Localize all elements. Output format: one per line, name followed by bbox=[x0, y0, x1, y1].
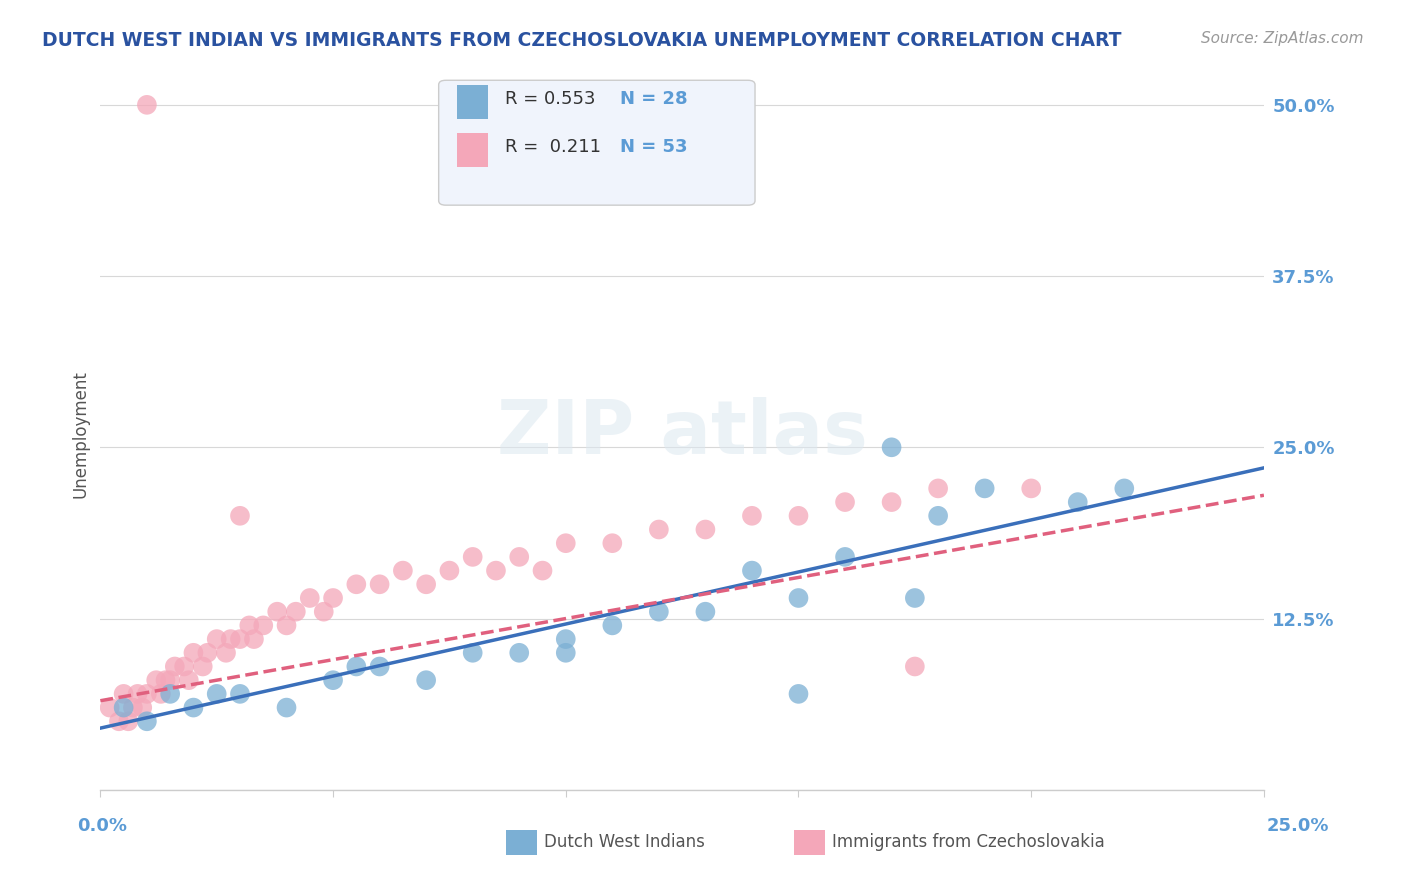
Point bbox=[145, 673, 167, 688]
Point bbox=[243, 632, 266, 646]
Point bbox=[554, 536, 576, 550]
Point bbox=[149, 687, 172, 701]
Point bbox=[135, 687, 157, 701]
Point bbox=[205, 687, 228, 701]
Point bbox=[508, 549, 530, 564]
Text: 0.0%: 0.0% bbox=[77, 817, 128, 835]
Point bbox=[368, 659, 391, 673]
Point bbox=[298, 591, 321, 605]
Point bbox=[602, 536, 624, 550]
Point bbox=[880, 495, 903, 509]
Point bbox=[904, 659, 927, 673]
Point bbox=[787, 687, 810, 701]
Point bbox=[461, 549, 484, 564]
Point bbox=[927, 508, 949, 523]
Point bbox=[531, 564, 554, 578]
Text: Immigrants from Czechoslovakia: Immigrants from Czechoslovakia bbox=[832, 833, 1105, 851]
Point bbox=[973, 482, 995, 496]
Y-axis label: Unemployment: Unemployment bbox=[72, 369, 89, 498]
Point bbox=[266, 605, 288, 619]
Point bbox=[197, 646, 219, 660]
Point bbox=[229, 687, 252, 701]
Point bbox=[834, 549, 856, 564]
Point bbox=[787, 591, 810, 605]
Point bbox=[159, 673, 181, 688]
Point bbox=[368, 577, 391, 591]
Point bbox=[602, 618, 624, 632]
Point bbox=[205, 632, 228, 646]
Text: N = 53: N = 53 bbox=[620, 138, 688, 156]
Point bbox=[834, 495, 856, 509]
Point bbox=[98, 700, 121, 714]
Point bbox=[1019, 482, 1042, 496]
Point bbox=[173, 659, 195, 673]
Point bbox=[163, 659, 186, 673]
Point bbox=[183, 700, 205, 714]
Point bbox=[183, 646, 205, 660]
Point bbox=[127, 687, 149, 701]
Point bbox=[131, 700, 153, 714]
Point bbox=[122, 700, 145, 714]
Point bbox=[276, 618, 298, 632]
Point bbox=[135, 98, 157, 112]
Text: N = 28: N = 28 bbox=[620, 90, 688, 108]
Point bbox=[276, 700, 298, 714]
Point bbox=[252, 618, 274, 632]
Point bbox=[554, 646, 576, 660]
Point bbox=[741, 564, 763, 578]
Point bbox=[880, 440, 903, 454]
Point bbox=[927, 482, 949, 496]
Point bbox=[322, 673, 344, 688]
Point bbox=[322, 591, 344, 605]
Point bbox=[284, 605, 307, 619]
Point bbox=[439, 564, 461, 578]
Point bbox=[741, 508, 763, 523]
Point bbox=[117, 714, 139, 729]
Point bbox=[392, 564, 415, 578]
Point bbox=[485, 564, 508, 578]
Point bbox=[215, 646, 238, 660]
Point bbox=[904, 591, 927, 605]
Text: 25.0%: 25.0% bbox=[1267, 817, 1329, 835]
Point bbox=[1114, 482, 1136, 496]
Point bbox=[112, 687, 135, 701]
Point bbox=[229, 508, 252, 523]
Point bbox=[135, 714, 157, 729]
Point bbox=[787, 508, 810, 523]
Text: R =  0.211: R = 0.211 bbox=[505, 138, 600, 156]
Point bbox=[415, 673, 437, 688]
Point bbox=[229, 632, 252, 646]
Point bbox=[695, 523, 717, 537]
Point bbox=[219, 632, 242, 646]
Point bbox=[554, 632, 576, 646]
Point bbox=[112, 700, 135, 714]
Point bbox=[159, 687, 181, 701]
Point bbox=[508, 646, 530, 660]
Point bbox=[1067, 495, 1090, 509]
Point bbox=[344, 659, 367, 673]
Point bbox=[648, 523, 671, 537]
Point bbox=[461, 646, 484, 660]
Point bbox=[191, 659, 214, 673]
Point bbox=[312, 605, 335, 619]
Text: Dutch West Indians: Dutch West Indians bbox=[544, 833, 704, 851]
Text: R = 0.553: R = 0.553 bbox=[505, 90, 595, 108]
Point bbox=[177, 673, 200, 688]
Point bbox=[415, 577, 437, 591]
Text: Source: ZipAtlas.com: Source: ZipAtlas.com bbox=[1201, 31, 1364, 46]
Text: DUTCH WEST INDIAN VS IMMIGRANTS FROM CZECHOSLOVAKIA UNEMPLOYMENT CORRELATION CHA: DUTCH WEST INDIAN VS IMMIGRANTS FROM CZE… bbox=[42, 31, 1122, 50]
Point bbox=[695, 605, 717, 619]
Point bbox=[648, 605, 671, 619]
Point bbox=[155, 673, 177, 688]
Point bbox=[344, 577, 367, 591]
Point bbox=[108, 714, 131, 729]
Text: ZIP atlas: ZIP atlas bbox=[496, 397, 868, 470]
Point bbox=[238, 618, 260, 632]
